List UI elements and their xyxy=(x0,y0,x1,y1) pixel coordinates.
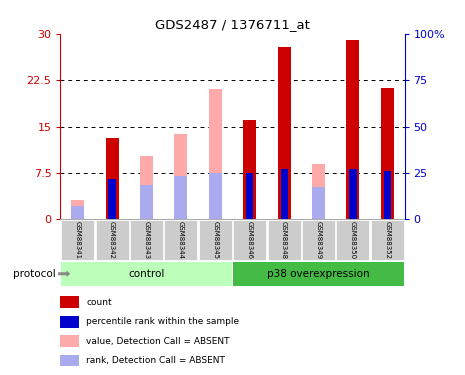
Bar xyxy=(60,316,80,328)
Text: count: count xyxy=(86,298,112,307)
Text: GSM88345: GSM88345 xyxy=(213,221,218,259)
Text: protocol: protocol xyxy=(13,269,56,279)
FancyBboxPatch shape xyxy=(130,220,163,260)
Text: percentile rank within the sample: percentile rank within the sample xyxy=(86,317,239,326)
Bar xyxy=(174,134,187,219)
Text: GSM88341: GSM88341 xyxy=(75,221,80,259)
Bar xyxy=(246,173,253,219)
Bar xyxy=(349,169,357,219)
FancyBboxPatch shape xyxy=(233,220,266,260)
Text: GSM88346: GSM88346 xyxy=(247,221,252,259)
Text: GSM88350: GSM88350 xyxy=(350,221,356,259)
Bar xyxy=(71,200,84,219)
Bar xyxy=(243,120,256,219)
Bar xyxy=(71,206,84,219)
Bar xyxy=(108,179,116,219)
Bar xyxy=(384,171,391,219)
Text: GSM88352: GSM88352 xyxy=(385,221,390,259)
Text: value, Detection Call = ABSENT: value, Detection Call = ABSENT xyxy=(86,336,230,345)
Bar xyxy=(346,40,359,219)
Bar xyxy=(312,164,325,219)
Text: p38 overexpression: p38 overexpression xyxy=(267,269,370,279)
Text: GSM88349: GSM88349 xyxy=(316,221,321,259)
Bar xyxy=(60,354,80,366)
Bar xyxy=(174,176,187,219)
Bar xyxy=(209,173,222,219)
FancyBboxPatch shape xyxy=(233,262,404,286)
Bar xyxy=(60,296,80,308)
Text: GSM88343: GSM88343 xyxy=(144,221,149,259)
Bar xyxy=(106,138,119,219)
FancyBboxPatch shape xyxy=(95,220,129,260)
Bar xyxy=(312,187,325,219)
Bar xyxy=(381,88,394,219)
Bar xyxy=(140,185,153,219)
Text: GSM88344: GSM88344 xyxy=(178,221,184,259)
FancyBboxPatch shape xyxy=(371,220,404,260)
Text: rank, Detection Call = ABSENT: rank, Detection Call = ABSENT xyxy=(86,356,225,365)
Bar xyxy=(60,335,80,347)
FancyBboxPatch shape xyxy=(164,220,198,260)
FancyBboxPatch shape xyxy=(199,220,232,260)
FancyBboxPatch shape xyxy=(61,262,232,286)
Bar xyxy=(280,169,288,219)
Text: GSM88342: GSM88342 xyxy=(109,221,115,259)
Text: control: control xyxy=(128,269,165,279)
FancyBboxPatch shape xyxy=(302,220,335,260)
Bar xyxy=(209,90,222,219)
FancyBboxPatch shape xyxy=(61,220,94,260)
Bar xyxy=(140,156,153,219)
Text: GSM88348: GSM88348 xyxy=(281,221,287,259)
Bar xyxy=(278,47,291,219)
Title: GDS2487 / 1376711_at: GDS2487 / 1376711_at xyxy=(155,18,310,31)
FancyBboxPatch shape xyxy=(267,220,301,260)
FancyBboxPatch shape xyxy=(336,220,370,260)
